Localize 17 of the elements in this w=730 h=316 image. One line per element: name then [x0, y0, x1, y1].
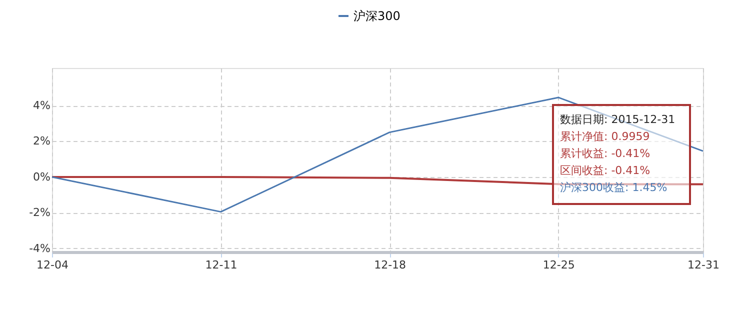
- x-tick-label: 12-11: [205, 258, 238, 272]
- x-tick-label: 12-31: [688, 258, 720, 272]
- y-tick-label: 4%: [33, 99, 50, 112]
- line-series: [51, 96, 704, 213]
- legend-label: 沪深300: [354, 9, 400, 23]
- y-tick-label: -4%: [29, 242, 50, 255]
- x-tick-label: 12-04: [36, 258, 68, 272]
- annotation: 累计收益: -0.41%: [560, 147, 650, 160]
- y-tick-label: -2%: [29, 206, 50, 220]
- annotation: 累计净值: 0.9959: [560, 130, 650, 143]
- annotation: 沪深300收益: 1.45%: [560, 181, 668, 194]
- x-tick-label: 12-18: [374, 258, 406, 272]
- annotation: 数据日期: 2015-12-31: [560, 113, 676, 126]
- x-tick-label: 12-25: [542, 258, 575, 272]
- annotation: 区间收益: -0.41%: [560, 164, 650, 177]
- y-tick-label: 2%: [33, 134, 50, 148]
- y-tick-label: 0%: [33, 170, 50, 184]
